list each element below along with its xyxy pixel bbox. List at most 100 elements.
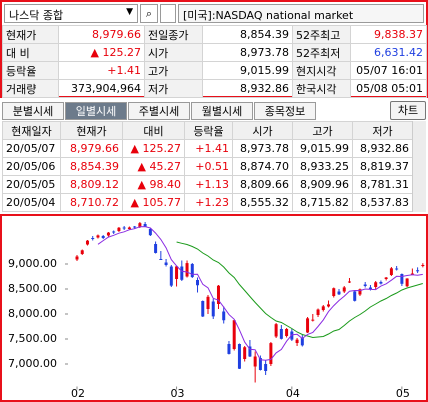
candle-body (169, 266, 173, 286)
table-row: 20/05/06 8,854.39 ▲ 45.27 +0.51 8,874.70 8,93… (2, 157, 413, 176)
candle-body (237, 344, 241, 369)
search-button[interactable]: ⌕ (140, 4, 158, 23)
value: 05/07 16:01 (350, 61, 427, 80)
tab[interactable]: 일별시세 (65, 102, 127, 120)
candle-body (101, 236, 105, 238)
candle-body (85, 240, 89, 245)
price-chart: 9,000.00 8,500.00 8,000.00 7,500.00 7,000.00… (0, 214, 428, 402)
table-cell: 20/05/04 (2, 193, 61, 212)
moving-average (176, 241, 423, 339)
column-header: 고가 (292, 121, 353, 140)
tab[interactable]: 주별시세 (128, 102, 190, 120)
label: 거래량 (2, 79, 59, 98)
candle-body (389, 268, 393, 275)
value: 8,854.39 (202, 25, 293, 44)
candle-body (175, 266, 179, 279)
candle-body (143, 224, 147, 227)
candle-body (117, 227, 121, 231)
column-header: 현재일자 (2, 121, 61, 140)
candle-body (405, 278, 409, 287)
value: 8,973.78 (202, 43, 293, 62)
candle-body (342, 287, 346, 292)
tab[interactable]: 분별시세 (2, 102, 64, 120)
label: 대 비 (2, 43, 59, 62)
candle-body (274, 324, 278, 337)
table-cell: 8,979.66 (60, 139, 123, 158)
column-header: 시가 (232, 121, 293, 140)
candle-body (306, 318, 310, 333)
market-select[interactable]: 나스닥 종합 ▼ (4, 4, 138, 23)
table-cell: 8,781.31 (352, 175, 413, 194)
label: 시가 (144, 43, 203, 62)
value: 373,904,964 (58, 79, 145, 98)
candle-body (96, 235, 100, 238)
quote-table: 현재가 8,979.66 전일종가 8,854.39 52주최고 9,838.3… (2, 25, 427, 98)
candle-body (243, 347, 247, 359)
value: 8,979.66 (58, 25, 145, 44)
candle-body (395, 268, 399, 270)
value: 8,932.86 (202, 79, 293, 98)
candle-body (363, 284, 367, 286)
market-select-text: 나스닥 종합 (9, 9, 64, 22)
candle-body (321, 306, 325, 310)
candle-body (400, 274, 404, 284)
tab[interactable]: 종목정보 (254, 102, 316, 120)
candle-body (227, 344, 231, 354)
candle-body (421, 265, 425, 266)
candle-body (211, 301, 215, 317)
tab-bar: 분별시세 일별시세 주별시세 월별시세 종목정보 (2, 102, 426, 120)
table-cell: ▲ 105.77 (122, 193, 185, 212)
label: 현재가 (2, 25, 59, 44)
label: 고가 (144, 61, 203, 80)
market-name: [미국]:NASDAQ national market (178, 4, 424, 23)
quote-panel: 나스닥 종합 ▼ ⌕ [미국]:NASDAQ national market 현… (0, 0, 428, 98)
header-row: 현재일자 현재가 대비 등락율 시가 고가 저가 (2, 121, 413, 140)
candle-body (332, 288, 336, 296)
candle-body (232, 320, 236, 349)
candle-body (410, 273, 414, 275)
candle-body (196, 280, 200, 286)
y-tick-label: 7,500.00 (8, 332, 57, 345)
table-row: 20/05/05 8,809.12 ▲ 98.40 +1.13 8,809.66 8,90… (2, 175, 413, 194)
table-cell: 9,015.99 (292, 139, 353, 158)
x-tick-label: 03 (171, 387, 185, 400)
candle-body (347, 281, 351, 283)
label: 현지시각 (292, 61, 351, 80)
table-row: 20/05/07 8,979.66 ▲ 125.27 +1.41 8,973.78 9,0… (2, 139, 413, 158)
candle-body (138, 223, 142, 227)
candle-body (368, 287, 372, 290)
table-cell: 8,854.39 (60, 157, 123, 176)
candle-body (106, 232, 110, 236)
x-tick-label: 05 (396, 387, 410, 400)
table-cell: 20/05/06 (2, 157, 61, 176)
option-button[interactable] (160, 4, 176, 23)
value: 9,838.37 (350, 25, 427, 44)
y-tick-label: 8,500.00 (8, 282, 57, 295)
table-cell: 8,909.96 (292, 175, 353, 194)
candle-body (253, 356, 257, 367)
candle-body (180, 266, 184, 280)
candle-body (80, 250, 84, 254)
table-cell: 8,710.72 (60, 193, 123, 212)
candle-body (416, 270, 420, 272)
candle-body (327, 304, 331, 307)
candle-body (358, 289, 362, 295)
scrollbar[interactable] (412, 121, 426, 212)
value: 9,015.99 (202, 61, 293, 80)
table-cell: 20/05/07 (2, 139, 61, 158)
table-cell: 8,809.66 (232, 175, 293, 194)
table-cell: 20/05/05 (2, 175, 61, 194)
candle-body (269, 343, 273, 364)
table-cell: 8,715.82 (292, 193, 353, 212)
candle-body (353, 291, 357, 301)
candle-body (164, 262, 168, 265)
x-tick-label: 02 (71, 387, 85, 400)
tab[interactable]: 월별시세 (191, 102, 253, 120)
candle-body (384, 277, 388, 279)
candle-body (112, 231, 116, 233)
moving-average (97, 226, 423, 361)
candle-body (222, 311, 226, 321)
chart-button[interactable]: 차트 (390, 101, 426, 120)
y-tick-label: 8,000.00 (8, 307, 57, 320)
